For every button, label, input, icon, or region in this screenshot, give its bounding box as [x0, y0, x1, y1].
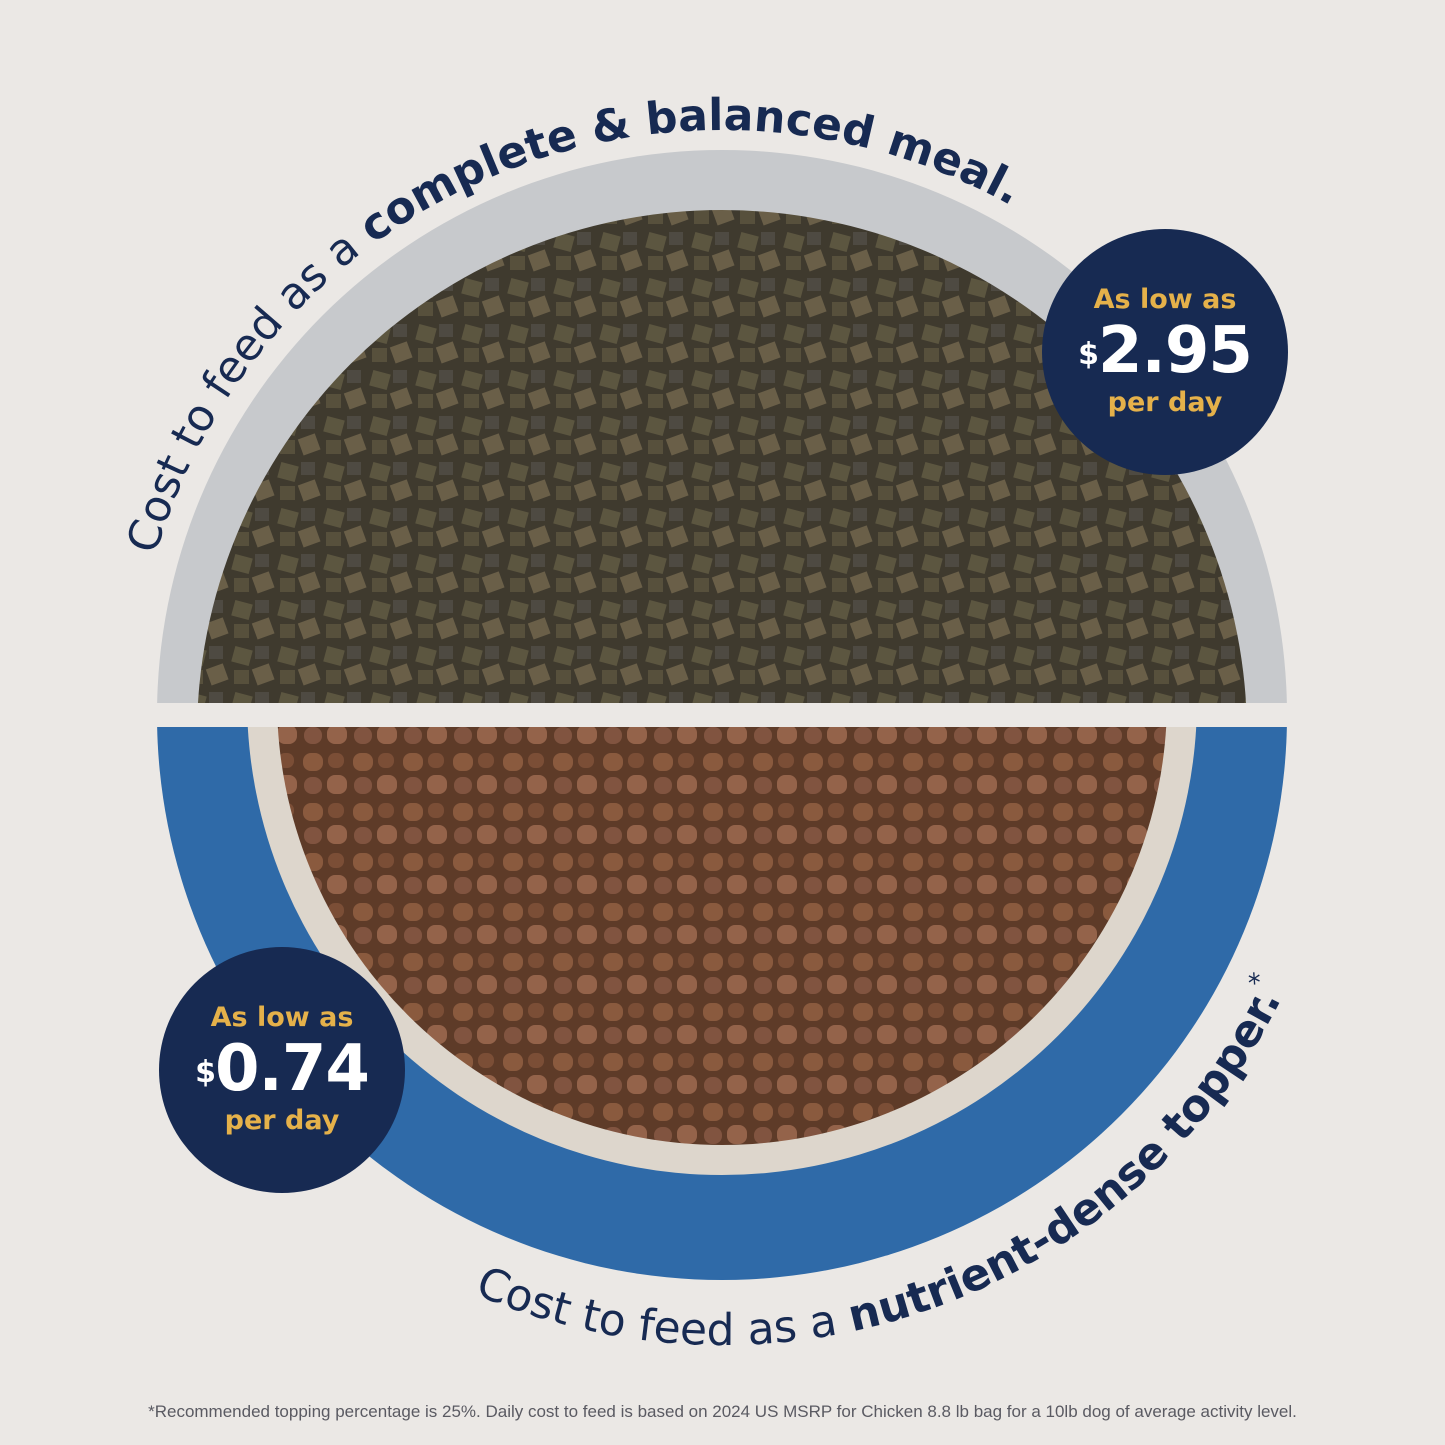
badge-unit: per day: [224, 1105, 340, 1136]
badge-price: $0.74: [195, 1032, 370, 1106]
badge-unit: per day: [1107, 387, 1223, 418]
top-bowl: [157, 150, 1287, 703]
badge-price: $2.95: [1078, 314, 1253, 388]
price-badge-topper: As low as $0.74 per day: [159, 947, 405, 1193]
price-badge-meal: As low as $2.95 per day: [1042, 229, 1288, 475]
badge-label: As low as: [1093, 284, 1237, 315]
badge-label: As low as: [210, 1002, 354, 1033]
footnote: *Recommended topping percentage is 25%. …: [148, 1402, 1297, 1421]
bottom-bowl: [157, 727, 1287, 1280]
